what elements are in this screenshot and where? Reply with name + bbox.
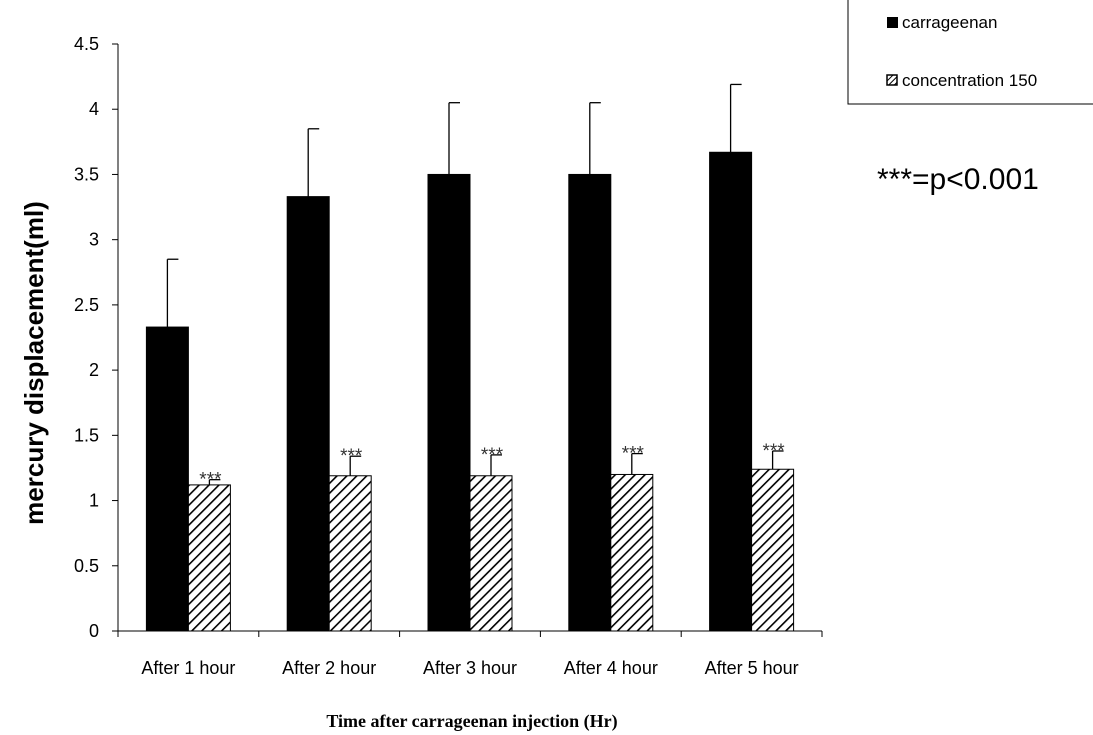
x-tick-label: After 4 hour bbox=[564, 658, 658, 678]
bar-concentration-150 bbox=[469, 475, 513, 632]
legend-frame bbox=[847, 0, 1093, 105]
x-tick-label: After 1 hour bbox=[141, 658, 235, 678]
significance-mark: *** bbox=[763, 441, 786, 462]
y-axis-title: mercury displacement(ml) bbox=[19, 201, 49, 525]
y-tick-label: 3.5 bbox=[74, 164, 99, 184]
y-axis-ticks: 0 0.5 1 1.5 2 2.5 3 3.5 4 4.5 bbox=[74, 34, 118, 641]
x-tick-label: After 2 hour bbox=[282, 658, 376, 678]
x-tick-label: After 5 hour bbox=[705, 658, 799, 678]
y-tick-label: 1 bbox=[89, 491, 99, 511]
significance-mark: *** bbox=[481, 445, 504, 466]
legend-label-concentration-150: concentration 150 bbox=[902, 71, 1037, 90]
significance-mark: *** bbox=[622, 444, 645, 465]
significance-mark: *** bbox=[199, 470, 222, 491]
legend-swatch-concentration-150 bbox=[886, 74, 898, 86]
y-tick-label: 3 bbox=[89, 230, 99, 250]
legend-swatch-carrageenan bbox=[887, 17, 898, 28]
bars: *** *** *** *** *** bbox=[145, 83, 795, 632]
legend: carrageenan concentration 150 bbox=[847, 0, 1093, 105]
x-axis-ticks: After 1 hour After 2 hour After 3 hour Afte… bbox=[117, 631, 823, 678]
y-tick-label: 4.5 bbox=[74, 34, 99, 54]
bar-carrageenan bbox=[427, 173, 471, 632]
x-tick-label: After 3 hour bbox=[423, 658, 517, 678]
y-tick-label: 4 bbox=[89, 99, 99, 119]
bar-carrageenan bbox=[145, 326, 189, 632]
y-tick-label: 0 bbox=[89, 621, 99, 641]
bar-concentration-150 bbox=[328, 475, 372, 632]
bar-concentration-150 bbox=[187, 484, 231, 632]
significance-mark: *** bbox=[340, 446, 363, 467]
y-tick-label: 2 bbox=[89, 360, 99, 380]
legend-label-carrageenan: carrageenan bbox=[902, 13, 997, 32]
bar-concentration-150 bbox=[610, 473, 654, 632]
x-axis-title: Time after carrageenan injection (Hr) bbox=[326, 711, 617, 732]
significance-footnote: ***=p<0.001 bbox=[877, 163, 1039, 196]
bar-carrageenan bbox=[709, 151, 753, 632]
y-tick-label: 1.5 bbox=[74, 425, 99, 445]
y-tick-label: 0.5 bbox=[74, 556, 99, 576]
bar-carrageenan bbox=[568, 173, 612, 632]
y-tick-label: 2.5 bbox=[74, 295, 99, 315]
bar-carrageenan bbox=[286, 196, 330, 632]
bar-concentration-150 bbox=[751, 468, 795, 632]
